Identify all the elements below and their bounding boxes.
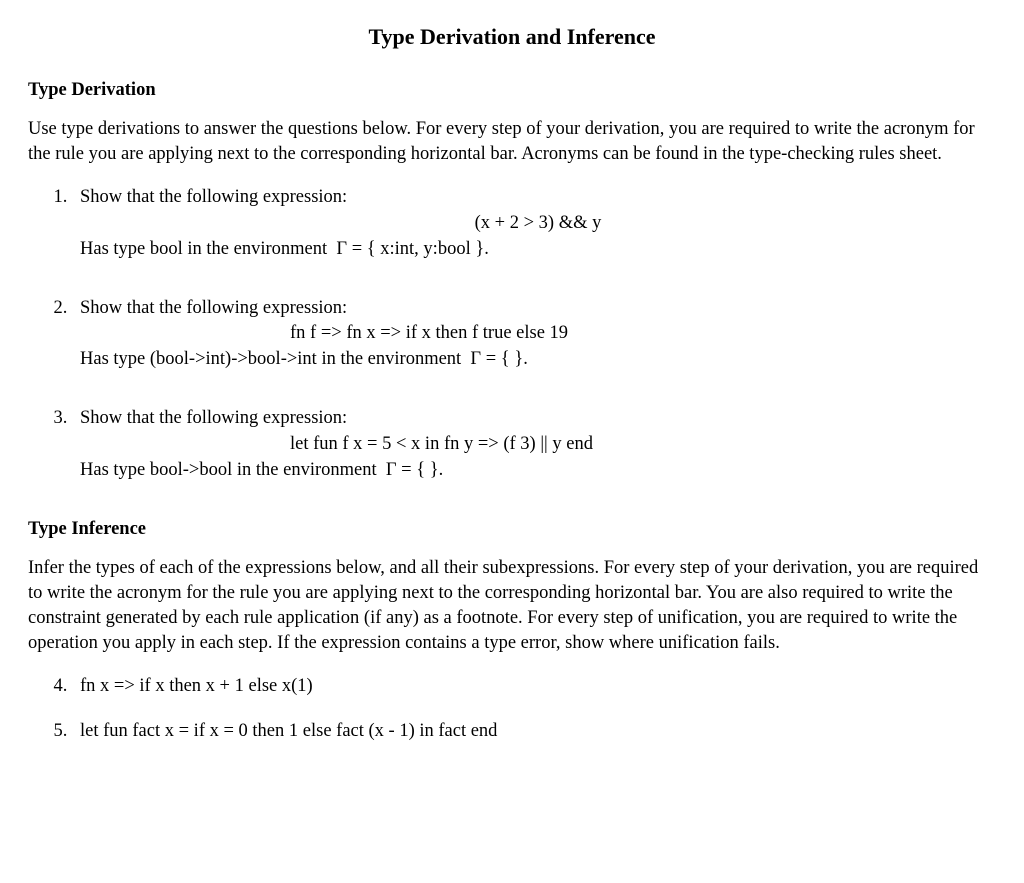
question-3: Show that the following expression: let …: [72, 406, 996, 483]
section-derivation-head: Type Derivation: [28, 78, 996, 103]
q2-closing: Has type (bool->int)->bool->int in the e…: [80, 347, 996, 372]
q2-expression: fn f => fn x => if x then f true else 19: [80, 321, 996, 346]
inference-question-list: fn x => if x then x + 1 else x(1) let fu…: [28, 674, 996, 744]
q2-intro: Show that the following expression:: [80, 296, 996, 321]
section-derivation-intro: Use type derivations to answer the quest…: [28, 117, 996, 167]
question-4: fn x => if x then x + 1 else x(1): [72, 674, 996, 699]
q1-expression: (x + 2 > 3) && y: [80, 211, 996, 236]
derivation-question-list: Show that the following expression: (x +…: [28, 185, 996, 484]
q3-expression: let fun f x = 5 < x in fn y => (f 3) || …: [80, 432, 996, 457]
section-inference-intro: Infer the types of each of the expressio…: [28, 556, 996, 656]
q1-closing: Has type bool in the environment Γ = { x…: [80, 237, 996, 262]
q1-intro: Show that the following expression:: [80, 185, 996, 210]
q3-closing: Has type bool->bool in the environment Γ…: [80, 458, 996, 483]
question-1: Show that the following expression: (x +…: [72, 185, 996, 262]
page-title: Type Derivation and Inference: [28, 22, 996, 52]
question-5: let fun fact x = if x = 0 then 1 else fa…: [72, 719, 996, 744]
section-inference-head: Type Inference: [28, 517, 996, 542]
question-2: Show that the following expression: fn f…: [72, 296, 996, 373]
q3-intro: Show that the following expression:: [80, 406, 996, 431]
